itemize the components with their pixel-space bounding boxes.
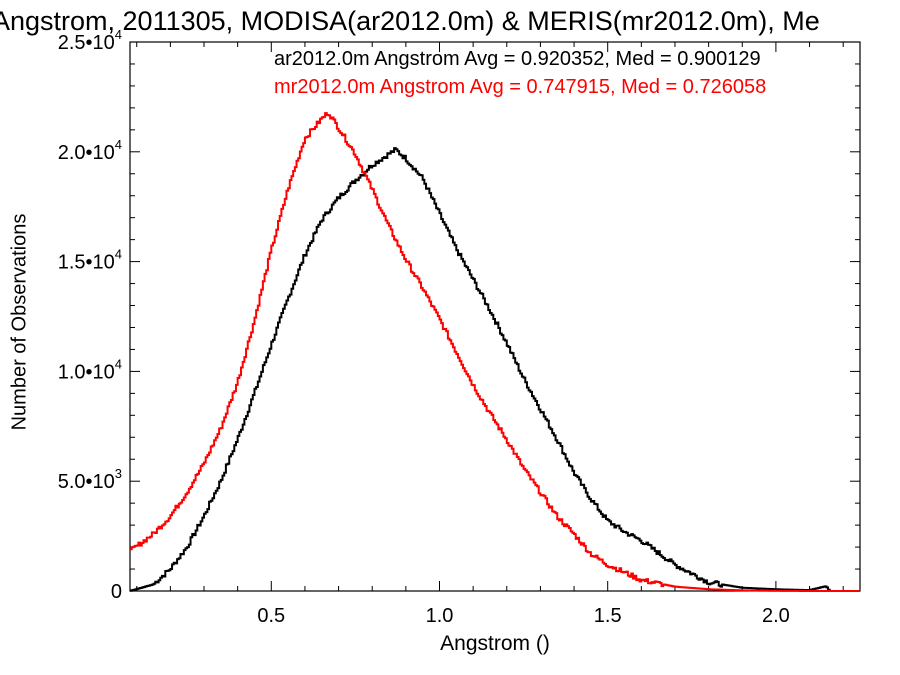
- y-tick-mantissa: 2.5•10: [58, 32, 115, 54]
- y-tick-exponent: 3: [115, 466, 122, 481]
- y-tick-label: 2.0•104: [58, 137, 122, 164]
- x-tick-label: 0.5: [257, 605, 285, 627]
- y-tick-label: 0: [111, 581, 122, 603]
- series-mr2012-line: [130, 112, 860, 592]
- chart-title: Angstrom, 2011305, MODISA(ar2012.0m) & M…: [0, 6, 820, 36]
- x-tick-label: 1.0: [426, 605, 454, 627]
- y-tick-label: 5.0•103: [58, 466, 122, 493]
- y-tick-mantissa: 1.0•10: [58, 361, 115, 383]
- x-axis-label: Angstrom (): [440, 632, 550, 655]
- y-tick-mantissa: 2.0•10: [58, 142, 115, 164]
- y-tick-exponent: 4: [115, 27, 122, 42]
- y-tick-mantissa: 0: [111, 581, 122, 603]
- y-tick-exponent: 4: [115, 137, 122, 152]
- y-tick-label: 1.5•104: [58, 247, 122, 274]
- y-tick-mantissa: 5.0•10: [58, 471, 115, 493]
- y-tick-exponent: 4: [115, 356, 122, 371]
- x-tick-label: 2.0: [762, 605, 790, 627]
- series-group: [130, 112, 860, 592]
- y-tick-label: 1.0•104: [58, 356, 122, 383]
- legend-entry-ar2012: ar2012.0m Angstrom Avg = 0.920352, Med =…: [274, 48, 761, 70]
- y-tick-mantissa: 1.5•10: [58, 252, 115, 274]
- y-tick-exponent: 4: [115, 247, 122, 262]
- series-ar2012-line: [130, 147, 860, 592]
- y-axis-label: Number of Observations: [8, 213, 31, 431]
- y-tick-label: 2.5•104: [58, 27, 122, 54]
- axis-ticks: 0.5 1.0 1.5 2.005.0•1031.0•1041.5•1042.0•10…: [58, 27, 860, 627]
- x-tick-label: 1.5: [594, 605, 622, 627]
- legend-entry-mr2012: mr2012.0m Angstrom Avg = 0.747915, Med =…: [274, 76, 767, 98]
- plot-frame: [129, 41, 861, 592]
